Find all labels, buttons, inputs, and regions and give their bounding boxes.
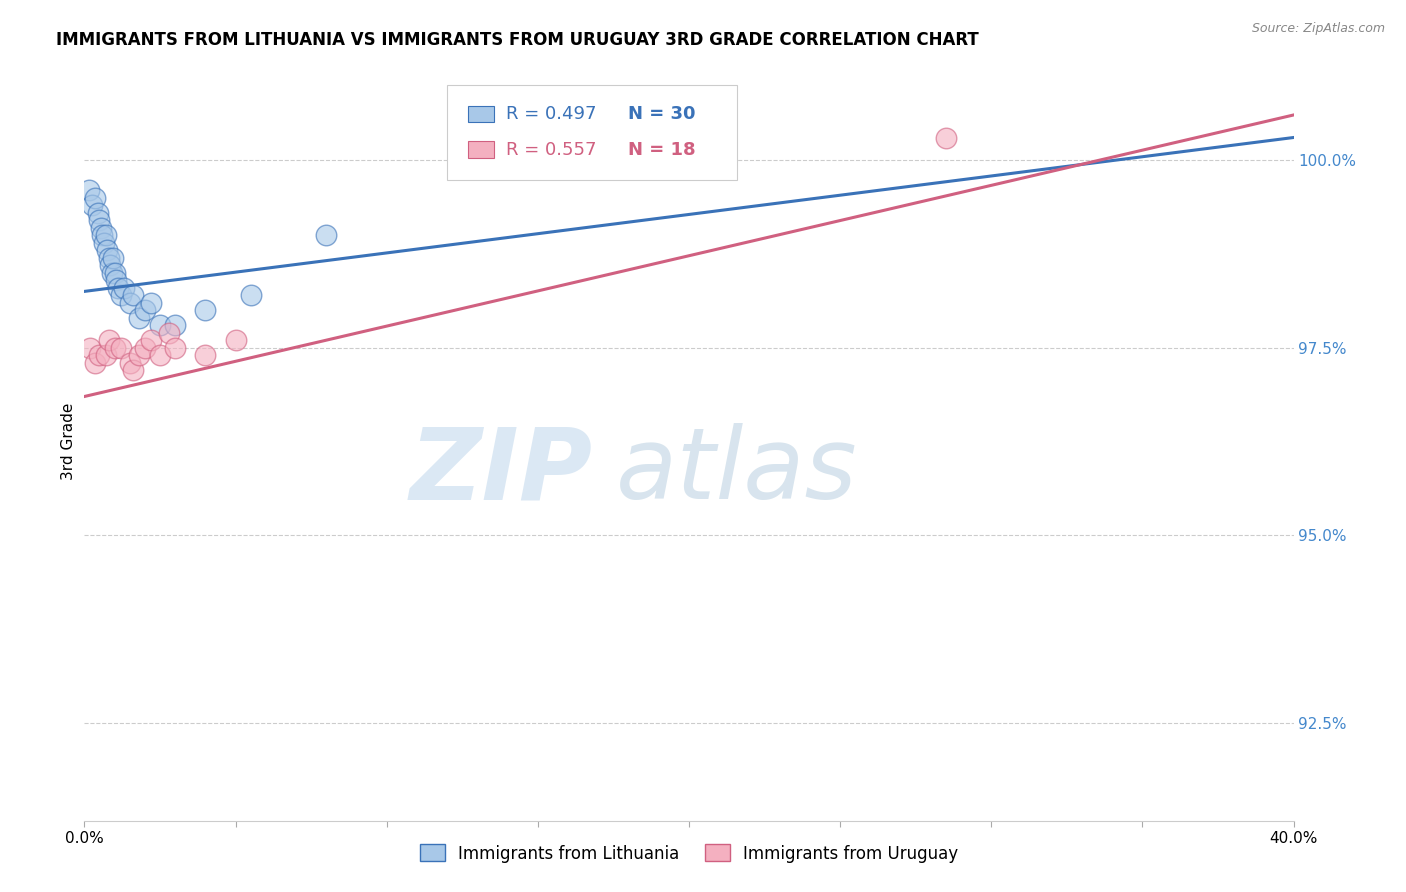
Point: [134, 303, 156, 318]
Point: [194, 303, 217, 318]
Text: N = 30: N = 30: [628, 105, 696, 123]
Bar: [468, 105, 495, 122]
Point: [77, 183, 100, 197]
Point: [139, 333, 162, 347]
Point: [94, 348, 117, 362]
Point: [572, 153, 595, 167]
Point: [100, 266, 122, 280]
Point: [101, 251, 124, 265]
Point: [90, 220, 112, 235]
Point: [112, 280, 135, 294]
Point: [118, 295, 141, 310]
Point: [239, 288, 262, 302]
Point: [107, 280, 129, 294]
Text: Source: ZipAtlas.com: Source: ZipAtlas.com: [1251, 22, 1385, 36]
Point: [134, 341, 156, 355]
Point: [165, 341, 187, 355]
Point: [128, 310, 150, 325]
Point: [89, 213, 111, 227]
Point: [225, 333, 247, 347]
Point: [105, 273, 128, 287]
Point: [91, 228, 114, 243]
Point: [157, 326, 180, 340]
Bar: [468, 141, 495, 158]
Point: [935, 130, 957, 145]
Point: [121, 288, 143, 302]
Point: [84, 356, 107, 370]
Text: IMMIGRANTS FROM LITHUANIA VS IMMIGRANTS FROM URUGUAY 3RD GRADE CORRELATION CHART: IMMIGRANTS FROM LITHUANIA VS IMMIGRANTS …: [56, 31, 979, 49]
Text: R = 0.497: R = 0.497: [506, 105, 598, 123]
Point: [139, 295, 162, 310]
Point: [149, 348, 172, 362]
Legend: Immigrants from Lithuania, Immigrants from Uruguay: Immigrants from Lithuania, Immigrants fr…: [413, 838, 965, 869]
Text: ZIP: ZIP: [409, 424, 592, 520]
Point: [194, 348, 217, 362]
Point: [93, 235, 115, 250]
Point: [97, 333, 120, 347]
Point: [98, 258, 121, 272]
Point: [128, 348, 150, 362]
Point: [80, 198, 103, 212]
Point: [87, 205, 110, 219]
Point: [104, 266, 127, 280]
Text: atlas: atlas: [616, 424, 858, 520]
Point: [84, 190, 107, 204]
Point: [97, 251, 120, 265]
Text: R = 0.557: R = 0.557: [506, 141, 598, 159]
Y-axis label: 3rd Grade: 3rd Grade: [60, 403, 76, 480]
Point: [110, 288, 132, 302]
Point: [94, 228, 117, 243]
Point: [79, 341, 101, 355]
Point: [110, 341, 132, 355]
FancyBboxPatch shape: [447, 85, 737, 180]
Point: [89, 348, 111, 362]
Text: N = 18: N = 18: [628, 141, 696, 159]
Point: [96, 243, 118, 257]
Point: [104, 341, 127, 355]
Point: [315, 228, 337, 243]
Point: [118, 356, 141, 370]
Point: [165, 318, 187, 333]
Point: [121, 363, 143, 377]
Point: [149, 318, 172, 333]
